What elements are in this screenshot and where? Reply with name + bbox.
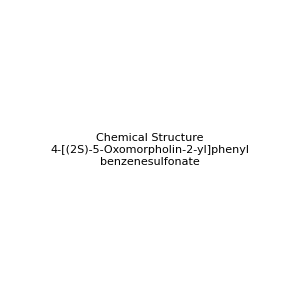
Text: Chemical Structure
4-[(2S)-5-Oxomorpholin-2-yl]phenyl benzenesulfonate: Chemical Structure 4-[(2S)-5-Oxomorpholi… <box>50 134 250 166</box>
